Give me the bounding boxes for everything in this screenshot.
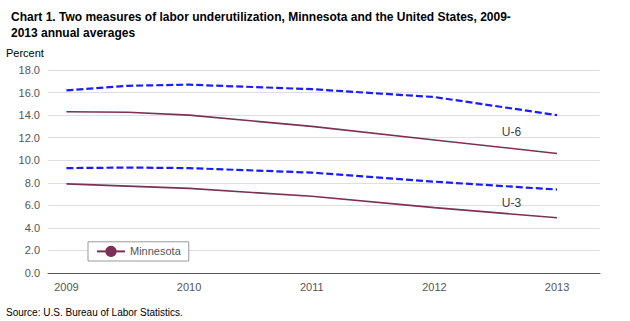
svg-text:8.0: 8.0 (25, 177, 40, 189)
svg-text:2010: 2010 (177, 281, 201, 293)
svg-text:16.0: 16.0 (19, 87, 40, 99)
svg-text:2013 annual averages: 2013 annual averages (11, 26, 135, 40)
svg-text:4.0: 4.0 (25, 222, 40, 234)
svg-text:10.0: 10.0 (19, 154, 40, 166)
svg-text:2012: 2012 (422, 281, 446, 293)
svg-text:0.0: 0.0 (25, 267, 40, 279)
svg-text:U-6: U-6 (502, 125, 522, 139)
svg-text:Source: U.S. Bureau of Labor S: Source: U.S. Bureau of Labor Statistics. (6, 307, 183, 318)
svg-text:6.0: 6.0 (25, 199, 40, 211)
svg-text:Minnesota: Minnesota (130, 245, 182, 257)
svg-text:18.0: 18.0 (19, 64, 40, 76)
svg-text:14.0: 14.0 (19, 109, 40, 121)
svg-text:2013: 2013 (545, 281, 569, 293)
svg-text:2009: 2009 (54, 281, 78, 293)
svg-text:2.0: 2.0 (25, 244, 40, 256)
svg-text:2011: 2011 (300, 281, 324, 293)
svg-text:Chart 1. Two measures of labor: Chart 1. Two measures of labor underutil… (11, 10, 511, 24)
svg-text:12.0: 12.0 (19, 132, 40, 144)
svg-text:U-3: U-3 (502, 196, 522, 210)
svg-text:Percent: Percent (6, 47, 44, 59)
